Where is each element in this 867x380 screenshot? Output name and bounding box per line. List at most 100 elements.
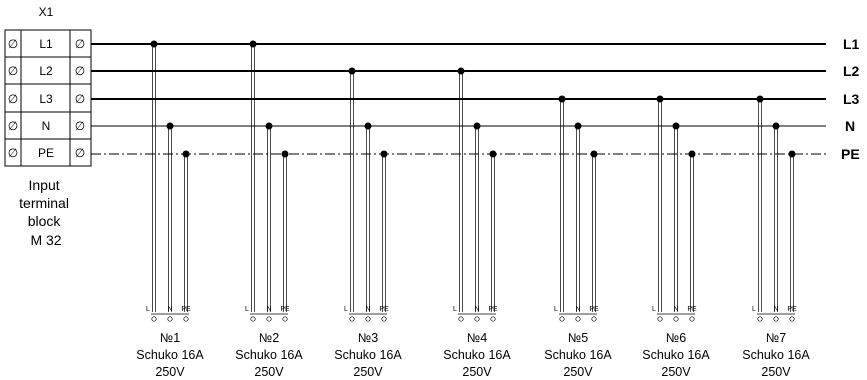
caption-line: block: [28, 213, 62, 229]
socket-terminal-contact: [757, 316, 763, 322]
terminal-row-label: L1: [39, 37, 53, 51]
terminal-row-label: N: [42, 119, 51, 133]
socket-number: №3: [358, 331, 378, 345]
bus-label-l3: L3: [843, 91, 860, 107]
terminal-row-label: PE: [38, 146, 54, 160]
socket-pin-label: L: [453, 306, 457, 313]
terminal-block-caption: Input terminal block M 32: [19, 177, 73, 248]
socket-terminal-contact: [673, 316, 679, 322]
socket-number: №5: [568, 331, 588, 345]
socket-pin-label: L: [146, 306, 150, 313]
socket-pin-label: PE: [280, 306, 290, 313]
terminal-symbol-right: ∅: [75, 64, 85, 78]
junction-dot: [182, 150, 190, 158]
socket-terminal-contact: [789, 316, 795, 322]
socket-voltage: 250V: [254, 365, 284, 379]
terminal-block-designator: X1: [39, 5, 54, 19]
terminal-symbol-left: ∅: [8, 37, 18, 51]
socket-voltage: 250V: [353, 365, 383, 379]
socket-voltage: 250V: [761, 365, 791, 379]
caption-line: M 32: [30, 232, 61, 248]
socket-type: Schuko 16A: [334, 348, 402, 362]
socket-pin-label: N: [266, 306, 271, 313]
junction-dot: [688, 150, 696, 158]
socket-type: Schuko 16A: [443, 348, 511, 362]
socket-pin-label: PE: [379, 306, 389, 313]
socket-type: Schuko 16A: [136, 348, 204, 362]
junction-dot: [656, 95, 664, 103]
socket-type: Schuko 16A: [235, 348, 303, 362]
socket-pin-label: N: [773, 306, 778, 313]
socket-pin-label: L: [245, 306, 249, 313]
socket-terminal-contact: [167, 316, 173, 322]
junction-dot: [265, 122, 273, 130]
socket-terminal-contact: [773, 316, 779, 322]
bus-label-l1: L1: [843, 36, 860, 52]
socket-terminal-contact: [381, 316, 387, 322]
socket-pin-label: PE: [181, 306, 191, 313]
socket-number: №2: [259, 331, 279, 345]
socket-terminal-contact: [490, 316, 496, 322]
caption-line: Input: [28, 177, 59, 193]
junction-dot: [166, 122, 174, 130]
junction-dot: [574, 122, 582, 130]
terminal-symbol-left: ∅: [8, 64, 18, 78]
terminal-symbol-right: ∅: [75, 92, 85, 106]
socket-voltage: 250V: [661, 365, 691, 379]
socket-terminal-contact: [458, 316, 464, 322]
junction-dot: [150, 40, 158, 48]
caption-line: terminal: [19, 195, 69, 211]
junction-dot: [590, 150, 598, 158]
socket-terminal-contact: [474, 316, 480, 322]
junction-dot: [672, 122, 680, 130]
junction-dot: [772, 122, 780, 130]
terminal-row-label: L2: [39, 64, 53, 78]
terminal-symbol-right: ∅: [75, 37, 85, 51]
junction-dot: [756, 95, 764, 103]
socket-pin-label: N: [673, 306, 678, 313]
socket-terminal-contact: [591, 316, 597, 322]
socket-voltage: 250V: [563, 365, 593, 379]
socket-terminal-contact: [183, 316, 189, 322]
socket-terminal-contact: [282, 316, 288, 322]
junction-dot: [249, 40, 257, 48]
terminal-symbol-left: ∅: [8, 119, 18, 133]
junction-dot: [348, 67, 356, 75]
bus-label-n: N: [845, 118, 855, 134]
socket-terminal-contact: [151, 316, 157, 322]
socket-number: №6: [666, 331, 686, 345]
socket-terminal-contact: [365, 316, 371, 322]
socket-pin-label: L: [752, 306, 756, 313]
socket-terminal-contact: [559, 316, 565, 322]
bus-label-pe: PE: [841, 146, 860, 162]
socket-pin-label: L: [652, 306, 656, 313]
socket-voltage: 250V: [462, 365, 492, 379]
socket-pin-label: N: [575, 306, 580, 313]
socket-terminal-contact: [250, 316, 256, 322]
socket-type: Schuko 16A: [642, 348, 710, 362]
socket-pin-label: PE: [488, 306, 498, 313]
terminal-row-label: L3: [39, 92, 53, 106]
socket-pin-label: L: [554, 306, 558, 313]
socket-terminal-contact: [349, 316, 355, 322]
junction-dot: [489, 150, 497, 158]
socket-pin-label: N: [474, 306, 479, 313]
socket-pin-label: PE: [787, 306, 797, 313]
bus-label-l2: L2: [843, 63, 860, 79]
junction-dot: [380, 150, 388, 158]
terminal-symbol-left: ∅: [8, 92, 18, 106]
junction-dot: [364, 122, 372, 130]
junction-dot: [788, 150, 796, 158]
socket-number: №1: [160, 331, 180, 345]
junction-dot: [558, 95, 566, 103]
socket-type: Schuko 16A: [544, 348, 612, 362]
socket-pin-label: L: [344, 306, 348, 313]
socket-type: Schuko 16A: [742, 348, 810, 362]
socket-terminal-contact: [266, 316, 272, 322]
socket-pin-label: N: [365, 306, 370, 313]
terminal-symbol-right: ∅: [75, 146, 85, 160]
terminal-symbol-right: ∅: [75, 119, 85, 133]
terminal-block: [4, 29, 92, 167]
socket-pin-label: PE: [687, 306, 697, 313]
